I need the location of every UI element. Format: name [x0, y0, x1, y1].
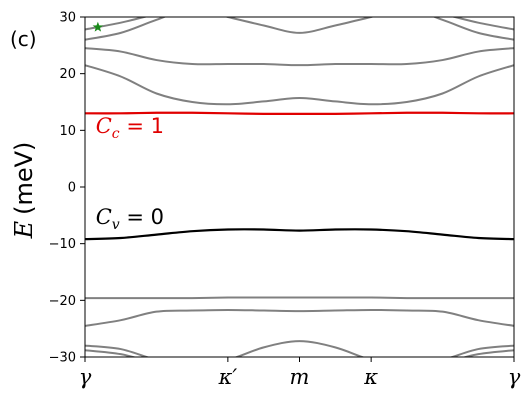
band-line-remote-1 [85, 64, 514, 106]
y-axis-symbol: E [10, 220, 38, 239]
annotation-layer: Cc = 1Cv = 0 [96, 114, 164, 233]
chern-symbol: C [96, 205, 112, 229]
band-line-conduction-4 [85, 111, 514, 116]
chern-annotation-0: Cc = 1 [96, 114, 164, 142]
y-tick-label: 10 [59, 124, 76, 139]
x-tick-label: κ′ [218, 365, 238, 389]
y-tick-label: 0 [68, 181, 76, 196]
chern-annotation-1: Cv = 0 [96, 205, 164, 233]
y-axis-unit: (meV) [10, 142, 38, 215]
series-layer [85, 17, 514, 357]
chern-subscript: c [112, 126, 120, 142]
x-tick-label: γ [508, 365, 521, 389]
x-tick-label: m [290, 365, 310, 389]
band-line-remote-8 [85, 340, 514, 357]
chern-value: = 0 [120, 205, 164, 229]
chern-symbol: C [96, 114, 112, 138]
x-tick-label: γ [79, 365, 92, 389]
chern-value: = 1 [120, 114, 164, 138]
y-axis-label: E (meV) [10, 142, 38, 240]
star-marker [92, 21, 104, 32]
band-line-remote-0 [85, 47, 514, 67]
panel-label: (c) [10, 27, 37, 51]
chern-subscript: v [112, 217, 120, 233]
y-tick-label: −30 [49, 351, 76, 366]
band-line-remote-2 [85, 17, 514, 41]
y-tick-label: −10 [49, 237, 76, 252]
y-tick-label: 20 [59, 67, 76, 82]
y-tick-label: 30 [59, 11, 76, 26]
band-line-valence-5 [85, 228, 514, 241]
y-tick-label: −20 [49, 294, 76, 309]
x-tick-label: κ [363, 365, 378, 389]
plot-frame [84, 16, 515, 358]
band-line-remote-3 [85, 17, 514, 31]
band-line-remote-6 [85, 296, 514, 300]
band-line-remote-7 [85, 308, 514, 327]
